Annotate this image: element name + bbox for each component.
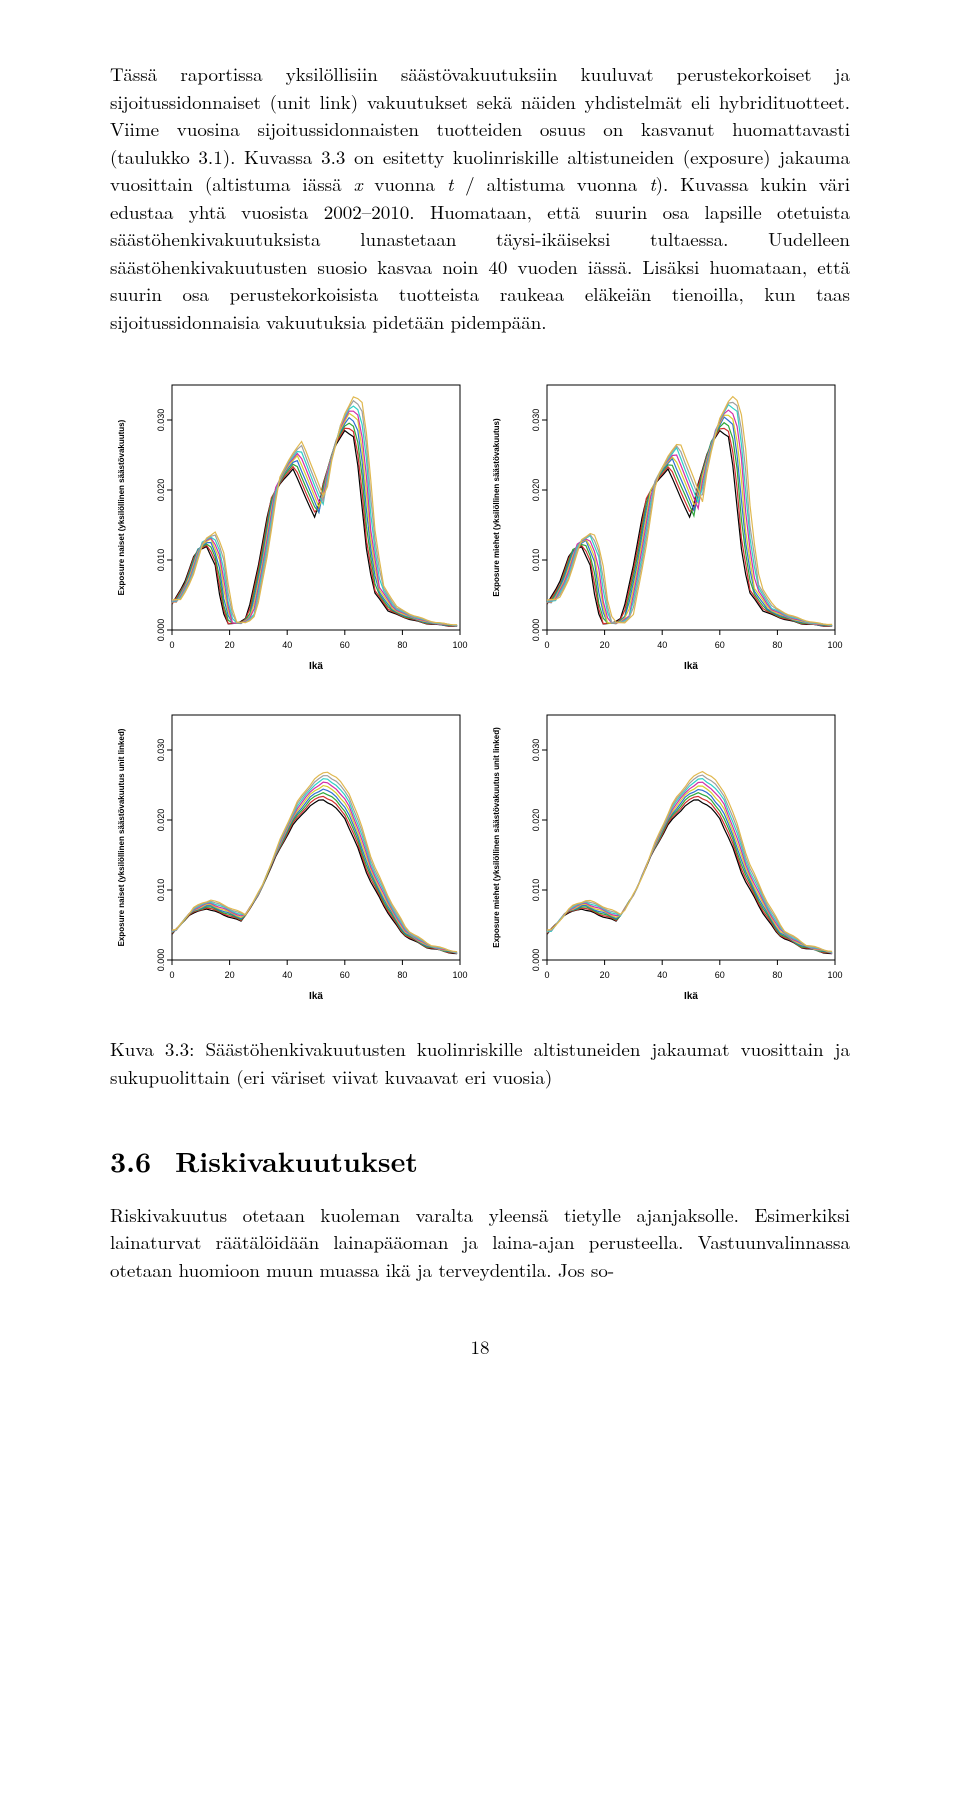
chart-bot-right: 0 20 40 60 80 100 0.000 0.010 0.020 0.030 Ikä Expos… xyxy=(485,705,845,1005)
paragraph-2: Riskivakuutus otetaan kuoleman varalta y… xyxy=(110,1201,850,1284)
svg-text:Ikä: Ikä xyxy=(684,991,698,1002)
svg-text:0.020: 0.020 xyxy=(531,479,541,502)
svg-text:0.000: 0.000 xyxy=(156,619,166,642)
svg-text:60: 60 xyxy=(715,970,725,980)
svg-text:Ikä: Ikä xyxy=(309,991,323,1002)
svg-text:Exposure naiset (yksilöllinen: Exposure naiset (yksilöllinen säästövaku… xyxy=(117,420,126,596)
svg-text:0.030: 0.030 xyxy=(531,409,541,432)
svg-text:60: 60 xyxy=(715,640,725,650)
chart-svg: 0 20 40 60 80 100 0.000 0.010 0.020 0.030 Ikä Expos… xyxy=(485,375,845,675)
svg-text:0.020: 0.020 xyxy=(156,479,166,502)
chart-top-left: 0 20 40 60 80 100 0.000 0.010 0.020 0.030 Ikä Expos… xyxy=(110,375,470,675)
svg-text:20: 20 xyxy=(225,640,235,650)
figure-panels: 0 20 40 60 80 100 0.000 0.010 0.020 0.030 Ikä Expos… xyxy=(110,375,850,1005)
svg-text:0: 0 xyxy=(544,640,549,650)
svg-text:Ikä: Ikä xyxy=(684,661,698,672)
svg-text:80: 80 xyxy=(772,640,782,650)
paragraph-1: Tässä raportissa yksilöllisiin säästövak… xyxy=(110,60,850,335)
svg-text:0.030: 0.030 xyxy=(531,739,541,762)
svg-text:0.010: 0.010 xyxy=(156,879,166,902)
chart-svg: 0 20 40 60 80 100 0.000 0.010 0.020 0.030 Ikä Expos… xyxy=(110,375,470,675)
svg-text:60: 60 xyxy=(340,970,350,980)
svg-text:100: 100 xyxy=(827,640,842,650)
svg-text:20: 20 xyxy=(600,970,610,980)
svg-text:40: 40 xyxy=(657,970,667,980)
chart-svg: 0 20 40 60 80 100 0.000 0.010 0.020 0.030 Ikä Expos… xyxy=(110,705,470,1005)
svg-text:60: 60 xyxy=(340,640,350,650)
para1-seg2: vuonna xyxy=(362,170,447,197)
svg-text:0.000: 0.000 xyxy=(531,949,541,972)
svg-text:0.010: 0.010 xyxy=(531,549,541,572)
svg-text:Exposure miehet (yksilöllinen: Exposure miehet (yksilöllinen säästövaku… xyxy=(492,418,501,597)
svg-text:Ikä: Ikä xyxy=(309,661,323,672)
svg-text:20: 20 xyxy=(600,640,610,650)
svg-text:Exposure miehet (yksilöllinen: Exposure miehet (yksilöllinen säästövaku… xyxy=(492,727,501,948)
svg-text:0.020: 0.020 xyxy=(531,809,541,832)
svg-text:Exposure naiset (yksilöllinen: Exposure naiset (yksilöllinen säästövaku… xyxy=(117,729,126,947)
section-heading: 3.6 Riskivakuutukset xyxy=(110,1141,850,1181)
para1-seg3: / altistuma vuonna xyxy=(453,170,649,197)
svg-text:0.030: 0.030 xyxy=(156,739,166,762)
chart-bot-left: 0 20 40 60 80 100 0.000 0.010 0.020 0.030 Ikä Expos… xyxy=(110,705,470,1005)
section-number: 3.6 xyxy=(110,1141,151,1181)
chart-top-right: 0 20 40 60 80 100 0.000 0.010 0.020 0.030 Ikä Expos… xyxy=(485,375,845,675)
svg-text:20: 20 xyxy=(225,970,235,980)
svg-text:0.020: 0.020 xyxy=(156,809,166,832)
chart-svg: 0 20 40 60 80 100 0.000 0.010 0.020 0.030 Ikä Expos… xyxy=(485,705,845,1005)
svg-text:0: 0 xyxy=(169,970,174,980)
svg-text:40: 40 xyxy=(282,640,292,650)
page-number: 18 xyxy=(110,1333,850,1360)
svg-text:80: 80 xyxy=(397,970,407,980)
svg-text:0.000: 0.000 xyxy=(156,949,166,972)
section-title: Riskivakuutukset xyxy=(175,1141,418,1181)
svg-text:0.010: 0.010 xyxy=(531,879,541,902)
svg-text:100: 100 xyxy=(452,970,467,980)
svg-text:100: 100 xyxy=(452,640,467,650)
svg-text:0.000: 0.000 xyxy=(531,619,541,642)
svg-text:0: 0 xyxy=(544,970,549,980)
svg-text:100: 100 xyxy=(827,970,842,980)
svg-text:40: 40 xyxy=(657,640,667,650)
svg-text:80: 80 xyxy=(397,640,407,650)
svg-text:0.010: 0.010 xyxy=(156,549,166,572)
figure-caption: Kuva 3.3: Säästöhenkivakuutusten kuolinr… xyxy=(110,1035,850,1090)
svg-text:0: 0 xyxy=(169,640,174,650)
svg-text:0.030: 0.030 xyxy=(156,409,166,432)
svg-text:80: 80 xyxy=(772,970,782,980)
svg-text:40: 40 xyxy=(282,970,292,980)
